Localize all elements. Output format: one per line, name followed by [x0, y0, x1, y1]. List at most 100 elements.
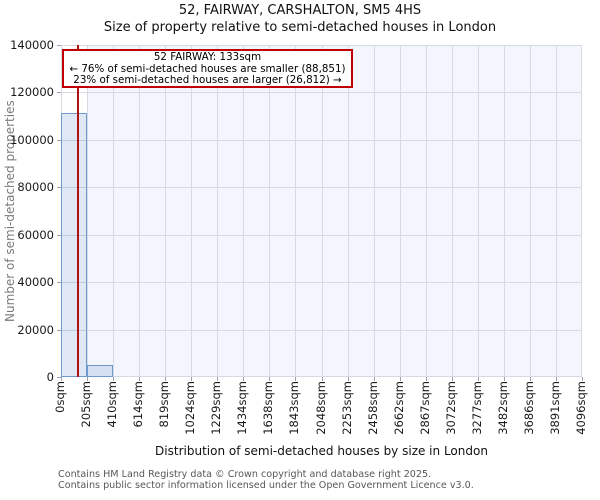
y-tick-label: 0 [46, 370, 54, 384]
x-tick-mark [217, 377, 219, 381]
x-tick-mark [451, 377, 453, 381]
x-tick-label: 819sqm [157, 381, 172, 428]
y-tick-mark [57, 139, 61, 141]
y-tick-mark [57, 45, 61, 46]
x-tick-mark [477, 377, 479, 381]
x-tick-label: 2458sqm [365, 381, 380, 435]
gridline [113, 45, 114, 377]
x-tick-mark [269, 377, 271, 381]
marker-bin-highlight [61, 45, 88, 377]
gridline [556, 45, 557, 377]
annotation-property-size: 52 FAIRWAY: 133sqm [153, 51, 262, 63]
x-tick-label: 4096sqm [574, 381, 588, 435]
x-tick-mark [425, 377, 427, 381]
x-tick-label: 2662sqm [391, 381, 406, 435]
x-tick-mark [61, 377, 62, 381]
x-tick-label: 205sqm [79, 381, 94, 428]
x-tick-mark [139, 377, 141, 381]
gridline [400, 45, 401, 377]
plot-area: 52 FAIRWAY: 133sqm ← 76% of semi-detache… [61, 45, 582, 377]
gridline [530, 45, 531, 377]
histogram-bar [87, 365, 114, 377]
gridline [581, 45, 582, 377]
y-tick-mark [57, 187, 61, 189]
attribution-line-1: Contains HM Land Registry data © Crown c… [58, 469, 432, 480]
x-tick-label: 3072sqm [443, 381, 458, 435]
gridline [61, 330, 582, 331]
gridline [61, 92, 582, 93]
gridline [504, 45, 505, 377]
y-tick-label: 60000 [17, 227, 54, 242]
gridline [87, 45, 88, 377]
attribution-line-2: Contains public sector information licen… [58, 480, 474, 491]
x-tick-mark [165, 377, 167, 381]
gridline [348, 45, 349, 377]
y-tick-label: 40000 [17, 275, 54, 290]
x-tick-label: 3891sqm [547, 381, 562, 435]
x-tick-label: 2867sqm [417, 381, 432, 435]
gridline [269, 45, 270, 377]
y-tick-mark [57, 234, 61, 236]
x-tick-label: 2048sqm [313, 381, 328, 435]
x-tick-mark [321, 377, 323, 381]
x-tick-label: 1638sqm [261, 381, 276, 435]
y-tick-mark [57, 92, 61, 94]
x-tick-label: 3482sqm [495, 381, 510, 435]
gridline [243, 45, 244, 377]
property-marker-line [76, 45, 79, 377]
histogram-bar [61, 112, 88, 377]
gridline [61, 45, 582, 46]
x-tick-mark [373, 377, 375, 381]
y-tick-label: 20000 [17, 322, 54, 337]
x-tick-mark [191, 377, 193, 381]
x-tick-mark [399, 377, 401, 381]
annotation-larger-share: 23% of semi-detached houses are larger (… [73, 74, 342, 87]
y-tick-label: 100000 [10, 132, 54, 147]
x-tick-mark [503, 377, 505, 381]
gridline [426, 45, 427, 377]
x-tick-label: 2253sqm [339, 381, 354, 435]
x-tick-mark [347, 377, 349, 381]
gridline [295, 45, 296, 377]
x-tick-label: 1843sqm [287, 381, 302, 435]
x-tick-label: 1024sqm [183, 381, 198, 435]
x-axis-label: Distribution of semi-detached houses by … [155, 444, 488, 458]
y-tick-mark [57, 329, 61, 331]
gridline [374, 45, 375, 377]
chart-title: 52, FAIRWAY, CARSHALTON, SM5 4HS [178, 3, 422, 18]
gridline [61, 187, 582, 188]
x-tick-mark [113, 377, 115, 381]
gridline [322, 45, 323, 377]
gridline [165, 45, 166, 377]
attribution-footer: Contains HM Land Registry data © Crown c… [58, 469, 474, 491]
x-tick-label: 1229sqm [209, 381, 224, 435]
x-tick-mark [529, 377, 531, 381]
property-annotation-box: 52 FAIRWAY: 133sqm ← 76% of semi-detache… [62, 49, 353, 88]
gridline [61, 140, 582, 141]
x-tick-label: 0sqm [53, 381, 67, 413]
y-tick-label: 80000 [17, 180, 54, 195]
gridline [452, 45, 453, 377]
gridline [217, 45, 218, 377]
gridline [139, 45, 140, 377]
x-tick-label: 1434sqm [235, 381, 250, 435]
x-tick-label: 3277sqm [469, 381, 484, 435]
gridline [61, 282, 582, 283]
x-tick-label: 614sqm [131, 381, 146, 428]
annotation-smaller-share: ← 76% of semi-detached houses are smalle… [69, 62, 346, 75]
y-tick-label: 140000 [10, 38, 54, 52]
gridline [478, 45, 479, 377]
x-tick-mark [582, 377, 583, 381]
x-tick-mark [295, 377, 297, 381]
chart-subtitle: Size of property relative to semi-detach… [103, 20, 497, 35]
gridline [61, 376, 582, 377]
x-tick-mark [555, 377, 557, 381]
gridline [61, 235, 582, 236]
x-tick-mark [87, 377, 89, 381]
y-tick-mark [57, 282, 61, 284]
x-tick-label: 3686sqm [521, 381, 536, 435]
y-tick-label: 120000 [10, 85, 54, 100]
gridline [191, 45, 192, 377]
x-tick-mark [243, 377, 245, 381]
